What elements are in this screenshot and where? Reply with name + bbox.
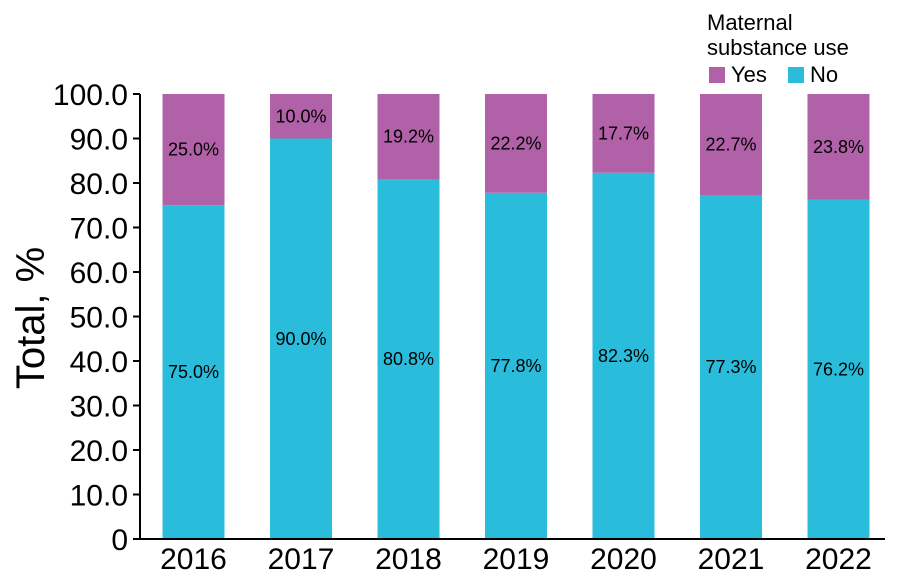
y-tick-label: 80.0 — [70, 168, 128, 201]
bar-yes-2016 — [162, 94, 225, 206]
data-label-no-2020: 82.3% — [598, 346, 649, 366]
bar-no-2019 — [485, 192, 547, 540]
x-tick-label: 2022 — [805, 543, 872, 576]
legend-items: Yes No — [709, 62, 838, 87]
bar-yes-2022 — [807, 94, 870, 200]
x-tick-label: 2018 — [375, 543, 442, 576]
legend-swatch-no — [788, 67, 804, 83]
y-axis: 0 10.0 20.0 30.0 40.0 50.0 60.0 70.0 80.0 90.0 100… — [53, 79, 141, 557]
y-tick-label: 100.0 — [53, 79, 128, 112]
legend-title-line1: Maternal — [707, 10, 793, 35]
bar-no-2017 — [270, 138, 332, 539]
x-tick-label: 2016 — [160, 543, 227, 576]
data-label-no-2022: 76.2% — [813, 360, 864, 380]
bar-yes-2019 — [485, 94, 547, 193]
bar-yes-2018 — [377, 94, 440, 180]
x-axis: 2016 2017 2018 2019 2020 2021 2022 — [140, 538, 885, 576]
data-label-yes-2017: 10.0% — [275, 106, 326, 126]
x-tick-label: 2021 — [698, 543, 765, 576]
x-tick-label: 2017 — [268, 543, 335, 576]
y-tick-label: 90.0 — [70, 124, 128, 157]
bar-no-2016 — [162, 205, 225, 540]
data-label-yes-2019: 22.2% — [490, 133, 541, 153]
legend-label-yes: Yes — [731, 62, 767, 87]
data-label-no-2021: 77.3% — [705, 357, 756, 377]
y-tick-label: 60.0 — [70, 257, 128, 290]
data-label-no-2018: 80.8% — [383, 349, 434, 369]
bar-no-2018 — [377, 179, 440, 539]
bar-no-2020 — [592, 172, 655, 540]
bars-group: 75.0% 25.0% 90.0% 10.0% 80.8% 19.2% 77.8% 22.2%… — [162, 94, 870, 540]
data-label-no-2017: 90.0% — [275, 329, 326, 349]
bar-yes-2017 — [270, 94, 332, 139]
y-tick-label: 70.0 — [70, 213, 128, 246]
data-label-yes-2020: 17.7% — [598, 123, 649, 143]
y-tick-label: 50.0 — [70, 302, 128, 335]
x-tick-label: 2019 — [483, 543, 550, 576]
data-label-no-2019: 77.8% — [490, 356, 541, 376]
bar-no-2022 — [807, 199, 870, 539]
bar-yes-2020 — [592, 94, 655, 173]
bar-yes-2021 — [700, 94, 762, 195]
y-tick-label: 20.0 — [70, 435, 128, 468]
y-axis-label: Total, % — [9, 247, 53, 389]
legend: Maternal substance use Yes No — [707, 10, 849, 87]
legend-label-no: No — [810, 62, 838, 87]
data-label-yes-2016: 25.0% — [168, 140, 219, 160]
x-tick-label: 2020 — [590, 543, 657, 576]
y-tick-label: 0 — [111, 524, 128, 557]
data-label-yes-2022: 23.8% — [813, 137, 864, 157]
y-tick-label: 40.0 — [70, 346, 128, 379]
y-tick-label: 30.0 — [70, 391, 128, 424]
bar-no-2021 — [700, 195, 762, 539]
legend-swatch-yes — [709, 67, 725, 83]
legend-title-line2: substance use — [707, 35, 849, 60]
data-label-yes-2018: 19.2% — [383, 127, 434, 147]
data-label-yes-2021: 22.7% — [705, 135, 756, 155]
y-tick-label: 10.0 — [70, 480, 128, 513]
data-label-no-2016: 75.0% — [168, 362, 219, 382]
